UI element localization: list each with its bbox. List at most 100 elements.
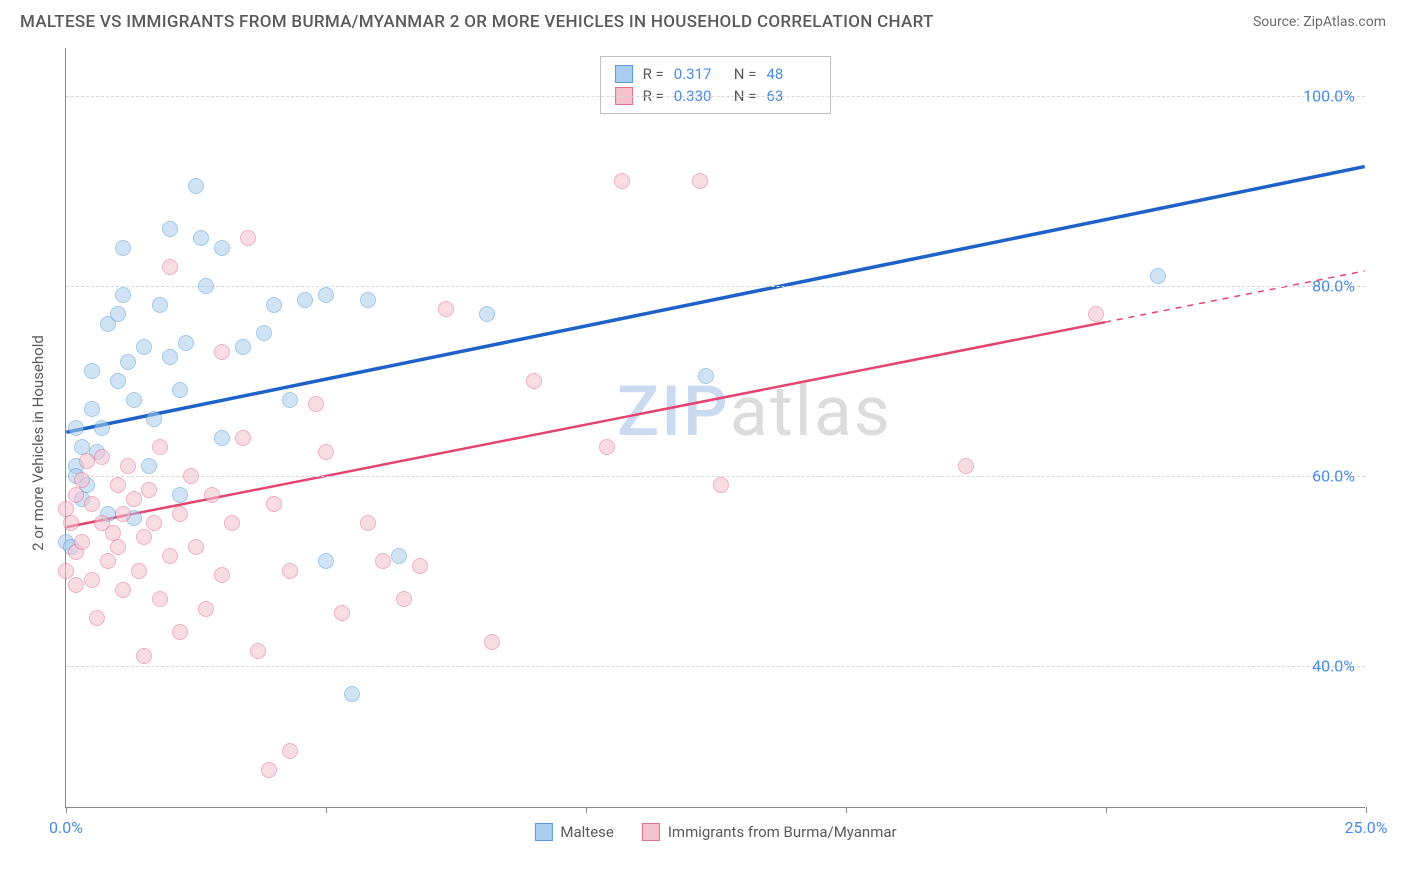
scatter-point (698, 368, 714, 384)
legend-item: Immigrants from Burma/Myanmar (642, 823, 897, 841)
scatter-point (438, 301, 454, 317)
scatter-point (318, 287, 334, 303)
x-tick-mark (846, 807, 847, 813)
chart-header: MALTESE VS IMMIGRANTS FROM BURMA/MYANMAR… (0, 0, 1406, 40)
scatter-point (162, 221, 178, 237)
scatter-point (282, 743, 298, 759)
scatter-point (391, 548, 407, 564)
scatter-point (126, 392, 142, 408)
scatter-point (178, 335, 194, 351)
y-axis-label: 2 or more Vehicles in Household (29, 335, 47, 551)
scatter-point (68, 487, 84, 503)
x-tick-mark (586, 807, 587, 813)
legend-bottom: Maltese Immigrants from Burma/Myanmar (534, 823, 896, 841)
scatter-point (614, 173, 630, 189)
scatter-point (958, 458, 974, 474)
scatter-point (152, 591, 168, 607)
scatter-point (84, 401, 100, 417)
scatter-point (115, 506, 131, 522)
scatter-point (136, 648, 152, 664)
scatter-point (162, 548, 178, 564)
scatter-point (94, 420, 110, 436)
scatter-point (146, 411, 162, 427)
scatter-point (152, 297, 168, 313)
scatter-point (136, 339, 152, 355)
scatter-point (360, 292, 376, 308)
scatter-point (266, 496, 282, 512)
scatter-point (89, 610, 105, 626)
scatter-point (68, 577, 84, 593)
scatter-point (599, 439, 615, 455)
gridline-h (66, 666, 1365, 667)
scatter-point (250, 643, 266, 659)
scatter-point (131, 563, 147, 579)
scatter-point (396, 591, 412, 607)
scatter-point (193, 230, 209, 246)
scatter-point (79, 453, 95, 469)
scatter-point (240, 230, 256, 246)
scatter-point (120, 354, 136, 370)
scatter-point (84, 496, 100, 512)
scatter-point (375, 553, 391, 569)
scatter-point (266, 297, 282, 313)
gridline-h (66, 476, 1365, 477)
legend-swatch (534, 823, 552, 841)
scatter-point (334, 605, 350, 621)
chart-container: 2 or more Vehicles in Household ZIPatlas… (50, 48, 1386, 838)
scatter-point (692, 173, 708, 189)
scatter-point (84, 363, 100, 379)
scatter-point (115, 582, 131, 598)
scatter-point (110, 539, 126, 555)
chart-title: MALTESE VS IMMIGRANTS FROM BURMA/MYANMAR… (20, 12, 934, 32)
x-tick-mark (66, 807, 67, 813)
scatter-point (126, 491, 142, 507)
scatter-point (141, 482, 157, 498)
trend-lines (66, 48, 1365, 807)
scatter-point (120, 458, 136, 474)
scatter-point (172, 382, 188, 398)
scatter-point (344, 686, 360, 702)
y-tick-label: 60.0% (1312, 466, 1355, 485)
scatter-point (526, 373, 542, 389)
scatter-point (214, 567, 230, 583)
scatter-point (110, 373, 126, 389)
scatter-point (713, 477, 729, 493)
scatter-point (110, 306, 126, 322)
scatter-point (94, 449, 110, 465)
scatter-point (297, 292, 313, 308)
scatter-point (115, 240, 131, 256)
scatter-point (360, 515, 376, 531)
scatter-point (146, 515, 162, 531)
scatter-point (162, 259, 178, 275)
scatter-point (110, 477, 126, 493)
scatter-point (204, 487, 220, 503)
scatter-point (183, 468, 199, 484)
scatter-point (282, 563, 298, 579)
gridline-h (66, 286, 1365, 287)
scatter-point (152, 439, 168, 455)
scatter-point (256, 325, 272, 341)
scatter-point (100, 553, 116, 569)
x-tick-label: 25.0% (1345, 818, 1388, 837)
plot-area: ZIPatlas R = 0.317 N = 48 R = 0.330 N = … (65, 48, 1365, 808)
scatter-point (188, 178, 204, 194)
scatter-point (282, 392, 298, 408)
scatter-point (484, 634, 500, 650)
scatter-point (115, 287, 131, 303)
scatter-point (188, 539, 204, 555)
scatter-point (172, 506, 188, 522)
scatter-point (63, 515, 79, 531)
scatter-point (235, 339, 251, 355)
scatter-point (479, 306, 495, 322)
scatter-point (68, 420, 84, 436)
scatter-point (84, 572, 100, 588)
x-tick-mark (326, 807, 327, 813)
scatter-point (1150, 268, 1166, 284)
scatter-point (214, 240, 230, 256)
scatter-point (58, 563, 74, 579)
scatter-point (412, 558, 428, 574)
gridline-h (66, 96, 1365, 97)
scatter-point (224, 515, 240, 531)
scatter-point (172, 624, 188, 640)
scatter-point (235, 430, 251, 446)
